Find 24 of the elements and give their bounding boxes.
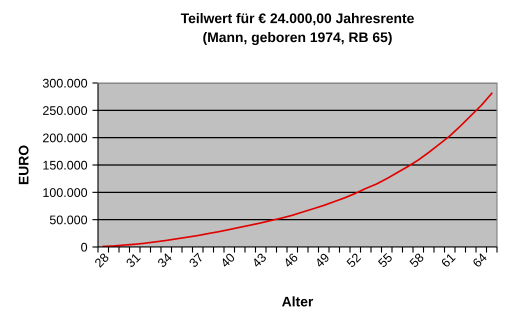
x-tick-label: 40 bbox=[220, 252, 236, 268]
chart-title: Teilwert für € 24.000,00 Jahresrente (Mann, geboren 1974, RB 65) bbox=[180, 13, 414, 45]
x-tick-label: 61 bbox=[440, 252, 456, 268]
y-tick-label: 300.000 bbox=[42, 78, 88, 88]
y-tick-label: 250.000 bbox=[43, 106, 88, 115]
x-tick-label: 52 bbox=[346, 252, 362, 268]
line-series bbox=[102, 92, 493, 247]
x-axis-title: Alter bbox=[282, 296, 314, 307]
x-tick-label: 37 bbox=[188, 252, 204, 268]
x-tick-label: 46 bbox=[282, 252, 298, 268]
x-tick-label: 31 bbox=[125, 252, 141, 268]
x-tick-label: 55 bbox=[378, 252, 393, 268]
x-tick-label: 58 bbox=[409, 252, 424, 268]
y-tick-label: 100.000 bbox=[43, 188, 88, 197]
y-axis-title: EURO bbox=[18, 146, 29, 184]
x-tick-label: 49 bbox=[314, 252, 330, 268]
x-tick-label: 43 bbox=[251, 252, 267, 268]
x-tick-label: 34 bbox=[156, 252, 172, 268]
x-tick-label: 64 bbox=[472, 252, 488, 268]
y-tick-label: 50.000 bbox=[50, 215, 88, 224]
y-tick-label: 200.000 bbox=[43, 133, 88, 142]
y-tick-label: 0 bbox=[81, 242, 88, 252]
y-tick-label: 150.000 bbox=[43, 160, 88, 170]
x-tick-label: 28 bbox=[94, 252, 110, 268]
